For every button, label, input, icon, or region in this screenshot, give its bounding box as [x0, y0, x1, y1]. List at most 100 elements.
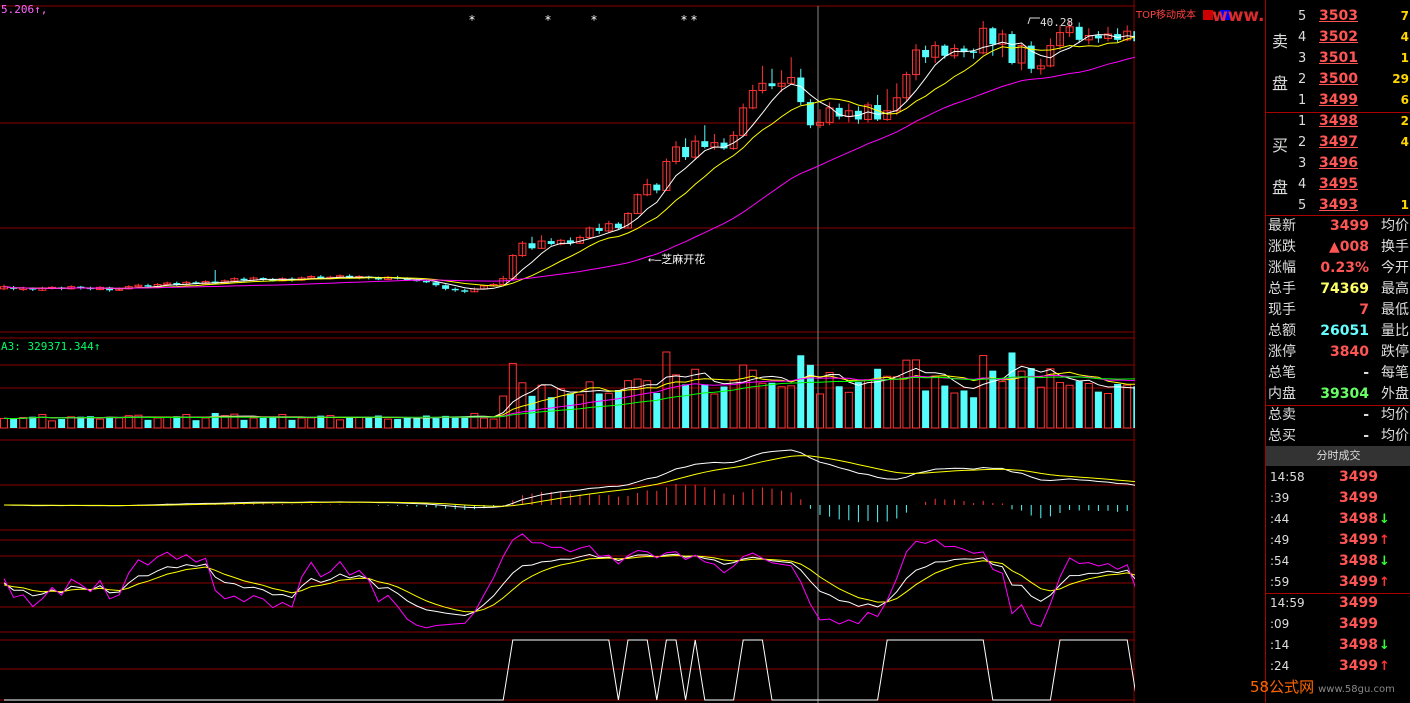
quote-label-2: 均价 — [1381, 218, 1409, 234]
peak-price-label: 40.28 — [1040, 16, 1074, 29]
tick-price: 3498 — [1339, 637, 1378, 653]
volume: 4 — [1400, 30, 1409, 44]
candle-body — [682, 146, 690, 158]
volume-bar — [874, 368, 882, 428]
kline-chart-area[interactable]: * * * * * 5.206↑, A3: 329371.344↑ 40.28 ←—芝麻… — [0, 0, 1135, 703]
quote-label: 现手 — [1268, 302, 1296, 318]
volume-bar — [797, 355, 805, 428]
tick-row: :59 3499 ↑ — [1266, 572, 1410, 593]
volume-bar — [748, 369, 757, 429]
sell-level-row[interactable]: 3 3501 1 — [1266, 48, 1410, 69]
volume-bar — [432, 418, 440, 428]
candle-body — [931, 45, 940, 58]
candle-body — [1075, 26, 1083, 40]
volume-bar — [240, 419, 248, 428]
volume-bar — [489, 418, 498, 429]
level-number: 5 — [1298, 198, 1307, 213]
tick-arrow: ↑ — [1379, 575, 1390, 590]
candle-body — [240, 278, 248, 281]
buy-level-row[interactable]: 1 3498 2 — [1266, 111, 1410, 132]
volume-bar — [211, 412, 219, 428]
candle-body — [797, 77, 805, 103]
volume-bar — [230, 413, 239, 429]
toolbar-button-blue[interactable] — [1220, 10, 1231, 20]
marker-star: * — [681, 13, 687, 27]
volume-bar — [691, 368, 700, 429]
buy-level-row[interactable]: 3 3496 — [1266, 153, 1410, 174]
ma5-line — [3, 34, 1135, 290]
sell-level-row[interactable]: 2 3500 29 — [1266, 69, 1410, 90]
level-number: 4 — [1298, 30, 1307, 45]
candle-body — [595, 228, 603, 231]
volume-bar — [77, 416, 85, 428]
quote-label-2: 量比 — [1381, 323, 1409, 339]
volume-bar — [960, 390, 968, 428]
volume-bar — [1084, 382, 1093, 429]
kdj-k-line — [3, 553, 1135, 617]
volume-bar — [528, 395, 536, 428]
volume: 29 — [1392, 72, 1409, 86]
quote-label: 涨跌 — [1268, 239, 1296, 255]
volume-bar — [288, 419, 296, 428]
volume-bar — [816, 393, 824, 429]
price: 3496 — [1319, 155, 1358, 171]
candle-body — [518, 242, 527, 257]
tick-price: 3499 — [1339, 616, 1378, 632]
volume-bar — [653, 393, 661, 428]
volume-bar — [998, 381, 1007, 429]
volume: 6 — [1400, 93, 1409, 107]
price: 3499 — [1319, 92, 1358, 108]
tick-time: 14:59 — [1270, 596, 1305, 610]
price: 3498 — [1319, 113, 1358, 129]
tick-row: :39 3499 — [1266, 488, 1410, 509]
candle-body — [144, 285, 152, 287]
volume-bar — [124, 415, 133, 429]
volume-bar — [29, 416, 37, 428]
quote-value: 7 — [1359, 302, 1369, 318]
toolbar-label[interactable]: TOP移动成本 — [1136, 10, 1197, 21]
candle-body — [134, 284, 143, 288]
tick-arrow: ↑ — [1379, 533, 1390, 548]
watermark-bottom-text: 58公式网 — [1250, 678, 1315, 696]
volume-bar — [556, 388, 565, 429]
ma10-line — [3, 36, 1135, 289]
volume-bar — [922, 390, 930, 428]
volume-bar — [979, 354, 988, 429]
volume-bar — [566, 393, 574, 428]
quote-label: 总笔 — [1268, 365, 1296, 381]
quote-label: 总额 — [1268, 323, 1296, 339]
candle-body — [739, 107, 748, 136]
quote-label-2: 最低 — [1381, 302, 1409, 318]
volume-bar — [729, 380, 738, 429]
candle-body — [442, 285, 450, 289]
tick-arrow: ↓ — [1379, 554, 1390, 569]
quote-value: 74369 — [1320, 281, 1369, 297]
toolbar-button-red[interactable] — [1203, 10, 1214, 20]
candle-body — [758, 82, 767, 92]
candle-body — [1094, 35, 1102, 39]
candle-body — [432, 282, 440, 286]
price: 3502 — [1319, 29, 1358, 45]
signal-line — [4, 639, 1135, 701]
quote-value: 39304 — [1320, 386, 1369, 402]
quote-label-2: 今开 — [1381, 260, 1409, 276]
kline-svg[interactable]: * * * * * — [0, 0, 1135, 703]
ticks-title[interactable]: 分时成交 — [1266, 446, 1410, 466]
sell-level-row[interactable]: 1 3499 6 — [1266, 90, 1410, 111]
sell-level-row[interactable]: 5 3503 7 — [1266, 6, 1410, 27]
quote-label-2: 每笔 — [1381, 365, 1409, 381]
candle-body — [643, 184, 652, 196]
candle-body — [902, 74, 911, 99]
volume-bar — [422, 415, 430, 428]
volume-bar — [182, 413, 191, 429]
sell-level-row[interactable]: 4 3502 4 — [1266, 27, 1410, 48]
toolbar-mini[interactable]: TOP移动成本 — [1136, 6, 1231, 21]
tick-price: 3499 — [1339, 490, 1378, 506]
buy-level-row[interactable]: 4 3495 — [1266, 174, 1410, 195]
volume-bar — [249, 417, 258, 429]
quote-value: ▲008 — [1329, 239, 1369, 255]
buy-level-row[interactable]: 2 3497 4 — [1266, 132, 1410, 153]
level-number: 4 — [1298, 177, 1307, 192]
buy-level-row[interactable]: 5 3493 1 — [1266, 195, 1410, 216]
candle-body — [950, 48, 959, 57]
